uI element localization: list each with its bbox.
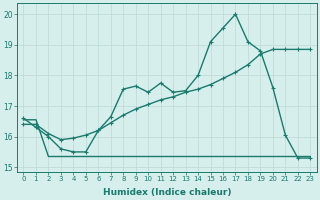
X-axis label: Humidex (Indice chaleur): Humidex (Indice chaleur) <box>103 188 231 197</box>
